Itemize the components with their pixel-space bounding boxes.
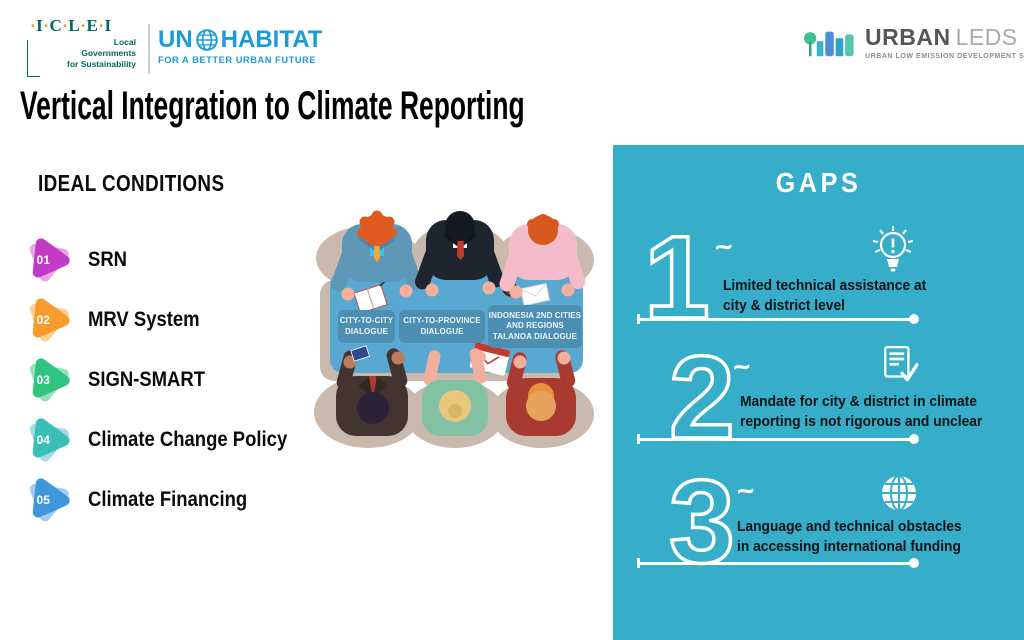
urban-leds-logo: URBAN LEDS URBAN LOW EMISSION DEVELOPMENT… [803, 26, 1024, 60]
page-title: Vertical Integration to Climate Reportin… [20, 84, 525, 128]
triangle-marker-icon: 02 [29, 298, 70, 342]
gap-item-3: 3 ~ Language and technical obstacles in … [613, 467, 1024, 579]
svg-text:2: 2 [669, 343, 735, 443]
gap-underline [637, 434, 919, 443]
notebook-icon [353, 283, 388, 314]
person-bottom-middle [422, 348, 488, 436]
triangle-marker-icon: 04 [29, 418, 70, 462]
ideal-condition-item-05: 05 Climate Financing [24, 476, 269, 524]
un-habitat-logo: UN HABITAT FOR A BETTER URBAN FUTURE [158, 26, 323, 66]
person-bottom-right [506, 350, 576, 436]
logo-divider [148, 24, 150, 74]
person-top-right [499, 214, 586, 299]
item-number: 04 [37, 433, 51, 447]
un-habitat-tagline: FOR A BETTER URBAN FUTURE [158, 55, 317, 65]
svg-text:3: 3 [669, 467, 735, 567]
globe-icon [882, 475, 916, 511]
gap-item-2: 2 ~ Mandate for city & district in clima… [613, 343, 1024, 455]
triangle-marker-icon: 01 [29, 238, 70, 282]
ideal-condition-item-01: 01 SRN [24, 236, 132, 284]
gap-underline [637, 314, 919, 323]
gaps-panel: GAPS 1 ~ Limited technical assistance [613, 145, 1024, 640]
iclei-bracket [27, 40, 40, 77]
item-label: Climate Change Policy [88, 428, 288, 451]
item-label: SIGN-SMART [88, 368, 206, 391]
tilde-mark: ~ [735, 474, 757, 509]
un-globe-icon [195, 29, 218, 51]
document-check-icon [884, 345, 919, 382]
city-skyline-icon [804, 31, 854, 57]
urban-leds-name-light: LEDS [955, 24, 1018, 50]
item-number: 02 [37, 313, 51, 327]
ideal-condition-item-04: 04 Climate Change Policy [24, 416, 314, 464]
gap-text: Limited technical assistance at city & d… [723, 277, 927, 314]
tilde-mark: ~ [713, 230, 735, 265]
item-number: 03 [37, 373, 51, 387]
gap-underline [637, 558, 919, 567]
urban-leds-tagline: URBAN LOW EMISSION DEVELOPMENT STRATEGIE… [865, 53, 1024, 60]
gap-text: Language and technical obstacles in acce… [737, 518, 962, 555]
item-label: MRV System [88, 308, 200, 331]
iclei-tagline: Local Governments for Sustainability [67, 37, 136, 70]
person-top-left [331, 210, 422, 301]
envelope-icon [520, 282, 551, 307]
meeting-illustration: CITY-TO-CITY DIALOGUE CITY-TO-PROVINCE D… [300, 200, 610, 460]
gap-number-outline: 3 [667, 467, 736, 567]
svg-text:1: 1 [644, 223, 710, 323]
item-number: 05 [37, 493, 51, 507]
item-number: 01 [37, 253, 51, 267]
dialogue-label-talanoa: INDONESIA 2ND CITIES AND REGIONS TALANOA… [488, 305, 582, 348]
iclei-logo: ·I·C·L·E·I Local Governments for Sustain… [27, 16, 136, 77]
ideal-conditions-heading: IDEAL CONDITIONS [38, 170, 225, 196]
ideal-condition-item-02: 02 MRV System [24, 296, 215, 344]
gap-item-1: 1 ~ Limited technical assistance at city… [613, 223, 1024, 335]
un-habitat-name-left: UN [158, 26, 193, 53]
tilde-mark: ~ [731, 350, 753, 385]
dialogue-label-city-to-city: CITY-TO-CITY DIALOGUE [338, 310, 395, 343]
item-label: Climate Financing [88, 488, 248, 511]
gap-text: Mandate for city & district in climate r… [740, 393, 983, 430]
gap-number-outline: 2 [667, 343, 736, 443]
triangle-marker-icon: 05 [29, 478, 70, 522]
person-top-middle [415, 211, 504, 297]
lightbulb-icon [872, 226, 914, 272]
gap-number-outline: 1 [642, 223, 711, 323]
dialogue-label-city-to-province: CITY-TO-PROVINCE DIALOGUE [399, 310, 485, 343]
person-bottom-left [336, 345, 408, 436]
un-habitat-name-right: HABITAT [220, 26, 323, 53]
iclei-wordmark: ·I·C·L·E·I [30, 16, 112, 35]
gaps-heading: GAPS [775, 167, 862, 198]
item-label: SRN [88, 248, 128, 271]
urban-leds-name-bold: URBAN [865, 24, 951, 50]
ideal-condition-item-03: 03 SIGN-SMART [24, 356, 221, 404]
triangle-marker-icon: 03 [29, 358, 70, 402]
